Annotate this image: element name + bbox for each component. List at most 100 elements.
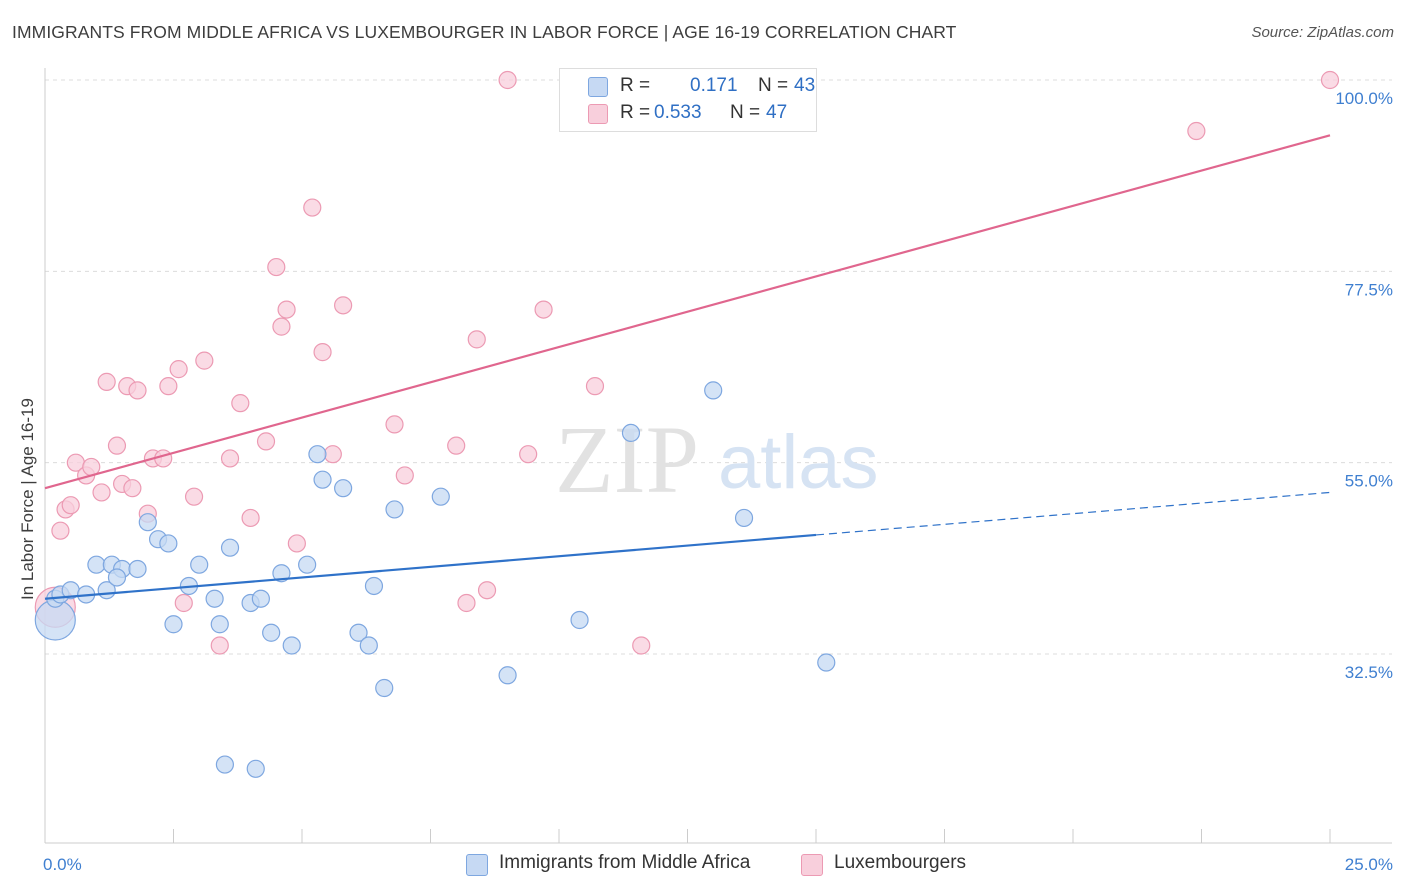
watermark: ZIP atlas [555,406,879,513]
y-tick-label: 100.0% [1335,89,1393,108]
middle-africa-point [364,576,384,596]
luxembourgers-point [323,445,342,464]
middle-africa-point [205,589,224,608]
luxembourgers-point [467,330,486,349]
luxembourgers-point [585,377,605,396]
middle-africa-point [817,653,836,672]
luxembourgers-point [159,377,178,396]
grid-lines [45,79,1392,655]
legend-n-value: 47 [766,102,788,123]
middle-africa-point [334,479,353,498]
bottom-legend-label: Immigrants from Middle Africa [499,852,751,873]
middle-africa-point [107,568,127,587]
middle-africa-point [431,487,450,506]
legend-r-value: 0.533 [654,102,702,123]
luxembourgers-point [123,479,142,498]
middle-africa-point [251,589,270,608]
legend-r-label: R = [620,75,651,96]
middle-africa-point [215,755,234,774]
middle-africa-point [359,636,378,655]
luxembourgers-point [287,534,306,553]
luxembourgers-point [241,508,260,528]
middle-africa-point [704,381,723,400]
correlation-legend: R = 0.171 N = 43 R = 0.533 N = 47 [559,68,817,132]
middle-africa-point [375,678,394,698]
legend-r-label: R = [620,102,651,123]
luxembourgers-point [519,445,538,464]
luxembourgers-point [256,432,276,451]
luxembourgers-point [184,487,204,506]
luxembourgers-point [272,317,291,336]
luxembourgers-point [92,483,111,502]
luxembourgers-point [632,636,651,655]
luxembourgers-point [477,581,497,600]
middle-africa-point [498,666,517,685]
x-tick-label: 0.0% [43,855,82,874]
x-tick-labels: 0.0% 25.0% [43,855,1393,874]
luxembourgers-point [277,300,296,319]
middle-africa-point [190,555,209,574]
luxembourgers-point [303,198,322,217]
middle-africa-point [734,508,754,528]
watermark-zip: ZIP [555,406,699,513]
luxembourgers-point [61,496,80,515]
bottom-legend-label: Luxembourgers [834,852,967,873]
luxembourgers-point [51,521,70,540]
legend-swatch-blue [588,77,608,97]
y-tick-label: 77.5% [1345,280,1393,299]
y-axis-label: In Labor Force | Age 16-19 [18,398,37,600]
luxembourgers-point [169,360,188,379]
luxembourgers-point [174,593,193,613]
x-tick-label: 25.0% [1345,855,1393,874]
middle-africa-point [313,470,332,489]
y-tick-labels: 100.0% 77.5% 55.0% 32.5% [1335,89,1393,682]
luxembourgers-point [313,343,332,362]
middle-africa-point [246,759,265,778]
luxembourgers-point [195,351,214,370]
luxembourgers-point [534,300,553,319]
legend-r-value: 0.171 [690,75,738,96]
middle-africa-point [87,555,106,574]
luxembourgers-point [447,436,466,455]
middle-africa-point [128,559,147,579]
luxembourgers-point [1187,121,1206,141]
middle-africa-point [159,534,178,553]
legend-n-label: N = [758,75,789,96]
middle-africa-point [308,445,327,464]
luxembourgers-point [385,415,404,434]
luxembourgers-point [107,436,127,455]
bottom-legend-swatch-pink [801,854,823,876]
y-tick-label: 32.5% [1345,663,1393,682]
luxembourgers-point [334,296,353,315]
watermark-atlas: atlas [718,420,879,505]
luxembourgers-point [267,257,286,277]
luxembourgers-point [1320,70,1340,90]
middle-africa-point [570,610,589,630]
middle-africa-point [282,636,301,655]
luxembourgers-point [220,449,240,468]
legend-n-value: 43 [794,75,816,96]
luxembourgers-trend-line [44,134,1331,490]
y-tick-label: 55.0% [1345,472,1393,491]
middle-africa-point [621,423,641,443]
trend-lines [44,134,1331,600]
luxembourgers-point [395,466,414,485]
bottom-legend-swatch-blue [466,854,488,876]
middle-africa-trend-extension [815,491,1331,536]
axes [44,68,1392,844]
middle-africa-point [164,615,183,634]
luxembourgers-point [128,381,147,400]
middle-africa-point [298,555,317,574]
luxembourgers-point [97,372,116,391]
middle-africa-point [385,500,404,519]
middle-africa-point [220,538,240,557]
middle-africa-point [272,564,291,583]
y-axis-label-wrap: In Labor Force | Age 16-19 [18,398,38,601]
luxembourgers-point [231,394,250,413]
luxembourgers-point [210,636,229,655]
middle-africa-point [210,615,229,634]
middle-africa-trend-line [44,533,817,600]
series-luxembourgers-points [34,70,1340,655]
middle-africa-point [262,623,281,642]
